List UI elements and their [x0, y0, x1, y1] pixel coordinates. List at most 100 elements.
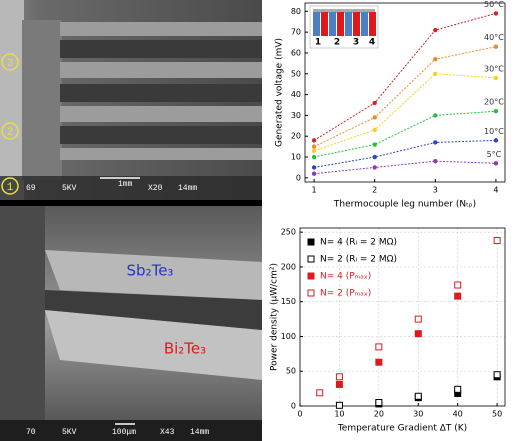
point — [493, 11, 499, 16]
sem-image-bottom: Sb₂Te₃ Bi₂Te₃ 70 5KV 100μm X43 14mm — [0, 206, 262, 441]
material-label: Sb₂Te₃ — [127, 262, 174, 280]
plot-frame — [304, 2, 506, 183]
x-tick-label: 40 — [453, 410, 463, 419]
y-axis-label: Power density (μW/cm²) — [270, 263, 280, 371]
legend-label: N= 4 (Rₗ = 2 MΩ) — [320, 238, 397, 248]
y-tick-label: 100 — [281, 332, 296, 341]
x-tick-label: 50 — [492, 410, 502, 419]
x-axis-label: Temperature Gradient ΔT (K) — [337, 424, 467, 434]
legend-label: N= 2 (Pₘₐₓ) — [320, 289, 371, 299]
legend-marker — [307, 289, 315, 297]
x-tick-label: 1 — [312, 186, 317, 195]
point — [311, 144, 317, 149]
x-tick-label: 3 — [433, 186, 438, 195]
series-label: 40°C — [484, 33, 504, 42]
y-axis-label: Generated voltage (mV) — [275, 38, 285, 147]
plot-frame — [299, 227, 506, 407]
legend-marker — [307, 255, 315, 263]
inset-label: 4 — [369, 38, 375, 48]
series-line — [313, 12, 497, 141]
point — [433, 113, 438, 118]
y-tick-label: 30 — [291, 111, 301, 120]
series-label: 10°C — [484, 127, 504, 136]
caption: 70 — [26, 428, 36, 437]
point — [372, 142, 377, 147]
point — [414, 315, 422, 323]
point — [311, 165, 317, 170]
point — [493, 75, 499, 81]
y-tick-label: 0 — [296, 173, 301, 182]
y-tick-label: 80 — [291, 7, 301, 16]
caption: 5KV — [62, 428, 77, 437]
x-tick-label: 30 — [413, 410, 423, 419]
caption: 1mm — [118, 180, 133, 189]
point — [433, 158, 438, 164]
point — [311, 171, 317, 176]
y-tick-label: 0 — [291, 402, 296, 411]
point — [375, 343, 383, 351]
series-line — [313, 110, 496, 158]
legend-label: N= 4 (Pₘₐₓ) — [320, 272, 371, 282]
point — [433, 56, 438, 62]
point — [493, 161, 499, 166]
point — [372, 115, 377, 120]
y-tick-label: 60 — [291, 48, 301, 57]
series-label: 20°C — [484, 98, 504, 107]
point — [311, 154, 317, 160]
point — [493, 371, 501, 379]
point — [335, 380, 343, 388]
marker: 3 — [7, 58, 14, 70]
x-tick-label: 10 — [334, 410, 344, 419]
series-line — [314, 139, 496, 168]
y-tick-label: 70 — [291, 28, 301, 37]
y-tick-label: 10 — [291, 153, 301, 162]
point — [433, 140, 438, 145]
y-tick-label: 250 — [281, 228, 296, 237]
series-line — [313, 46, 497, 148]
sem-image-top: 1 2 3 69 5KV 1mm X20 14mm — [0, 0, 262, 200]
x-axis-label: Thermocouple leg number (Nₜₚ) — [333, 200, 476, 210]
point — [335, 401, 343, 409]
inset-picture — [309, 5, 379, 49]
caption: 14mm — [190, 428, 209, 437]
caption: X43 — [160, 428, 175, 437]
series-label: 30°C — [484, 64, 504, 73]
caption: X20 — [148, 184, 163, 193]
y-tick-label: 200 — [281, 262, 296, 271]
y-tick-label: 50 — [291, 69, 301, 78]
material-label: Bi₂Te₃ — [164, 340, 206, 358]
series-label: 5°C — [487, 150, 502, 159]
legend-label: N= 2 (Rₗ = 2 MΩ) — [320, 255, 397, 265]
legend-marker — [307, 272, 315, 280]
point — [493, 44, 499, 49]
caption: 5KV — [62, 184, 77, 193]
x-tick-label: 2 — [372, 186, 377, 195]
point — [414, 392, 422, 400]
caption: 69 — [26, 184, 36, 193]
series-label: 50°C — [484, 0, 504, 9]
y-tick-label: 150 — [281, 297, 296, 306]
point — [493, 109, 499, 114]
x-tick-label: 4 — [493, 186, 498, 195]
series-line — [313, 73, 496, 152]
point — [375, 358, 383, 366]
x-tick-label: 0 — [297, 410, 302, 419]
marker: 2 — [7, 127, 14, 139]
point — [372, 100, 377, 106]
inset-label: 1 — [315, 38, 321, 48]
inset-label: 3 — [353, 38, 359, 48]
series-line — [314, 160, 496, 175]
caption: 100μm — [112, 428, 136, 437]
caption: 14mm — [178, 184, 197, 193]
point — [454, 292, 462, 300]
marker: 1 — [7, 182, 14, 194]
point — [414, 330, 422, 338]
point — [433, 27, 438, 33]
point — [493, 138, 499, 143]
legend-marker — [307, 238, 315, 246]
y-tick-label: 40 — [291, 90, 301, 99]
point — [454, 385, 462, 393]
x-tick-label: 20 — [374, 410, 384, 419]
point — [372, 165, 377, 170]
point — [372, 127, 377, 133]
